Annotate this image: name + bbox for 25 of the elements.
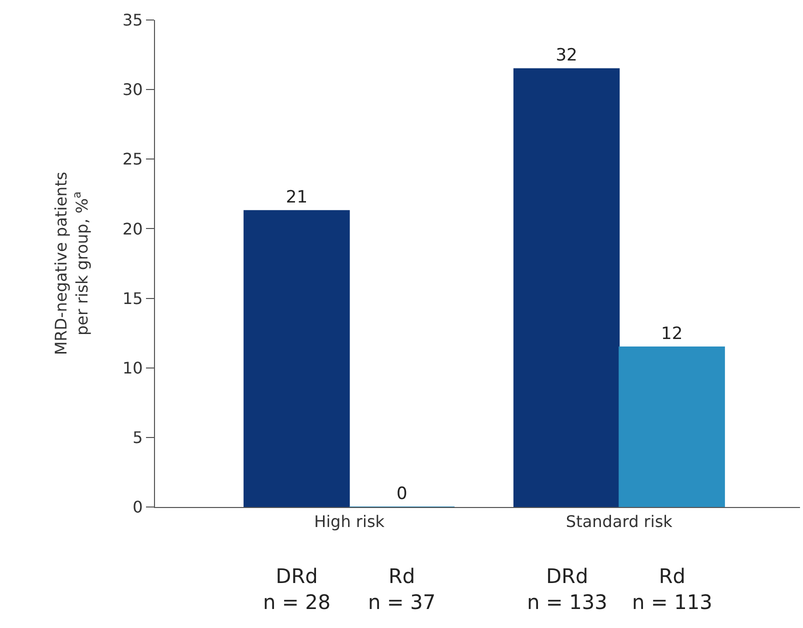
- text: n = 28: [263, 590, 331, 614]
- x-tick-label: Standard risk: [566, 512, 674, 532]
- y-tick-label: 0: [132, 498, 143, 517]
- y-tick-label: 20: [122, 219, 143, 238]
- text: n = 133: [527, 590, 608, 614]
- data-label: 12: [660, 324, 683, 344]
- y-tick-label: 5: [132, 428, 143, 448]
- bar: [618, 346, 725, 507]
- data-label: 32: [556, 46, 578, 66]
- text: DRd: [546, 564, 588, 588]
- y-tick-label: 25: [122, 150, 143, 169]
- y-tick-label: 15: [122, 288, 143, 308]
- text: DRd: [276, 564, 318, 588]
- bar: [244, 210, 350, 507]
- data-label: 0: [396, 484, 408, 504]
- x-tick-label: High risk: [314, 512, 386, 532]
- y-tick-label: 10: [122, 358, 143, 378]
- text: Rd: [388, 564, 416, 588]
- text: Rd: [658, 564, 686, 588]
- data-label: 21: [286, 188, 308, 208]
- y-tick-label: 35: [122, 10, 143, 30]
- bar: [513, 68, 620, 507]
- y-tick-label: 30: [122, 80, 143, 100]
- text: n = 113: [632, 590, 712, 614]
- text: n = 37: [368, 590, 436, 614]
